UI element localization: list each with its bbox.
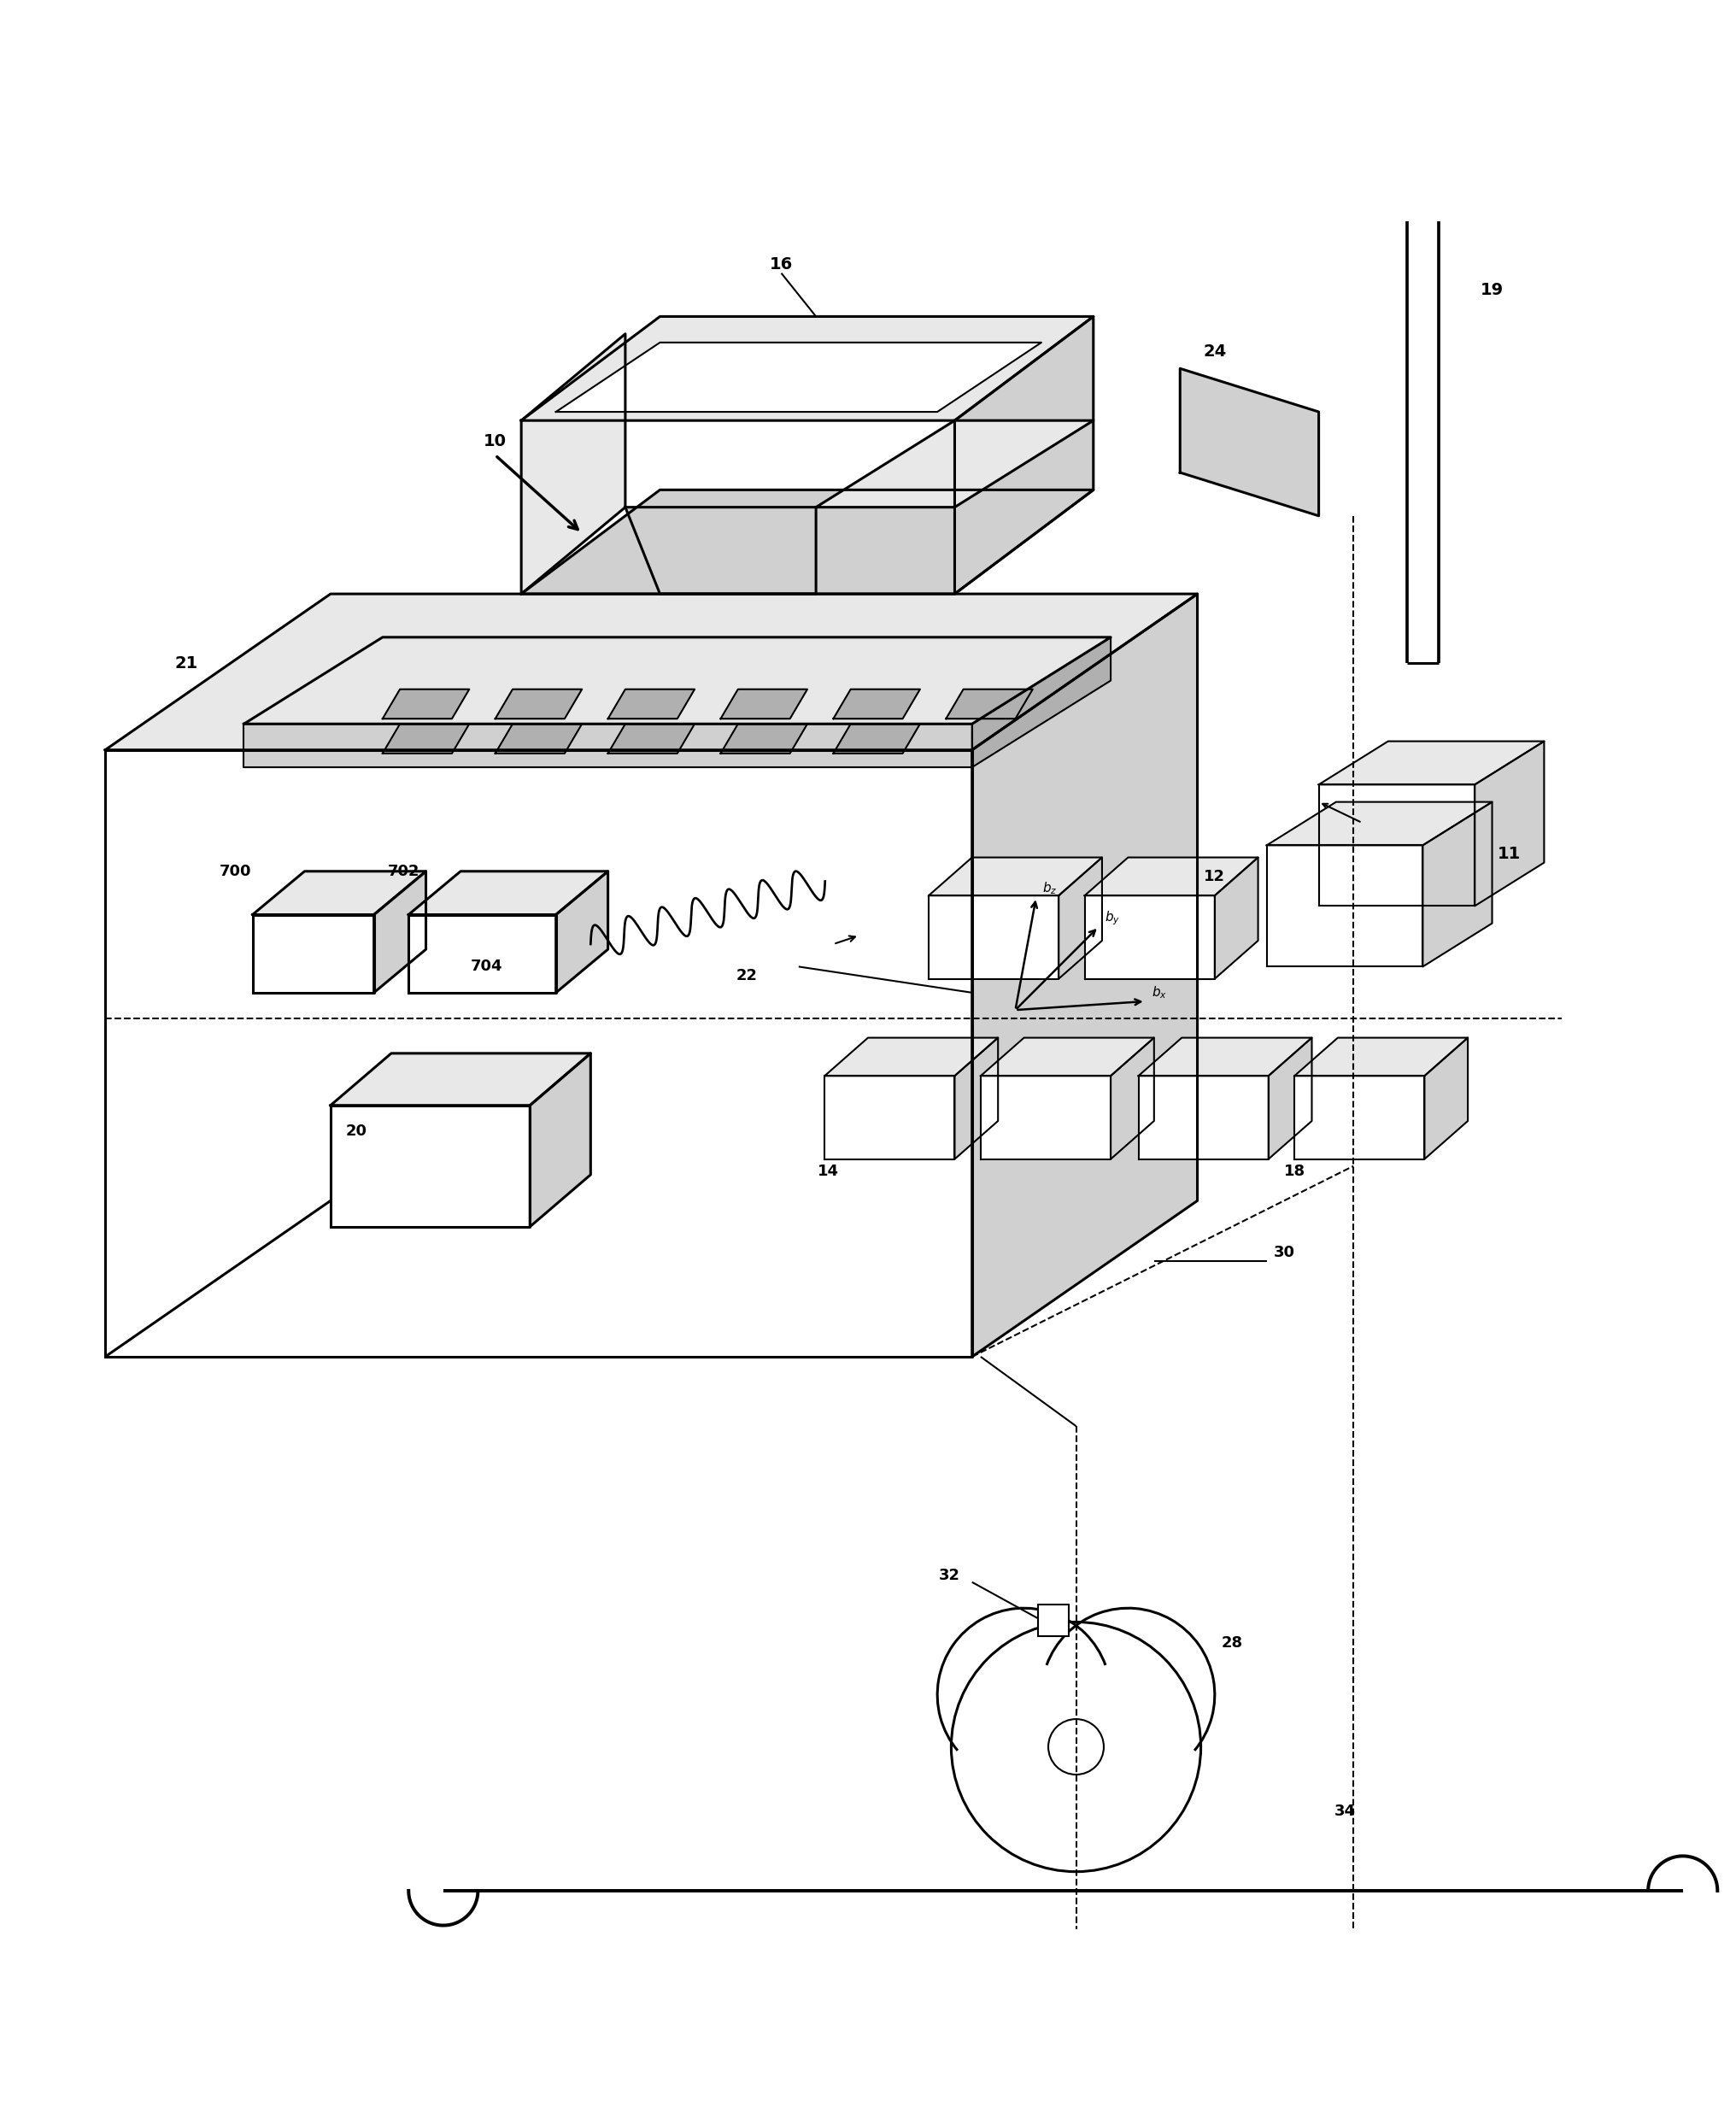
Polygon shape xyxy=(1085,858,1259,896)
Text: 704: 704 xyxy=(470,958,503,975)
Text: $b_y$: $b_y$ xyxy=(1104,909,1120,926)
Text: 702: 702 xyxy=(387,864,420,879)
Polygon shape xyxy=(1111,1039,1154,1160)
Polygon shape xyxy=(556,342,1042,412)
Polygon shape xyxy=(243,724,972,767)
Text: 10: 10 xyxy=(484,433,507,450)
Polygon shape xyxy=(1215,858,1259,979)
Polygon shape xyxy=(825,1077,955,1160)
Polygon shape xyxy=(720,724,807,754)
Polygon shape xyxy=(382,690,469,718)
Polygon shape xyxy=(720,690,807,718)
Polygon shape xyxy=(1180,367,1319,516)
Text: 22: 22 xyxy=(736,969,757,983)
Polygon shape xyxy=(106,595,1198,750)
Polygon shape xyxy=(521,491,1094,595)
Polygon shape xyxy=(408,915,556,992)
Polygon shape xyxy=(825,1039,998,1077)
Polygon shape xyxy=(243,637,1111,724)
Text: 19: 19 xyxy=(1481,282,1503,299)
Polygon shape xyxy=(1139,1077,1269,1160)
Polygon shape xyxy=(816,421,1094,508)
Polygon shape xyxy=(1319,784,1476,907)
Polygon shape xyxy=(929,858,1102,896)
Polygon shape xyxy=(1425,1039,1469,1160)
Text: $b_x$: $b_x$ xyxy=(1151,986,1167,1000)
Polygon shape xyxy=(252,871,425,915)
Polygon shape xyxy=(972,637,1111,767)
Text: 11: 11 xyxy=(1498,845,1521,862)
Text: 12: 12 xyxy=(1205,869,1226,884)
Text: 14: 14 xyxy=(818,1164,838,1179)
Bar xyxy=(1038,1604,1069,1635)
Polygon shape xyxy=(955,316,1094,595)
Text: 20: 20 xyxy=(345,1124,368,1138)
Polygon shape xyxy=(330,1054,590,1104)
Text: 30: 30 xyxy=(1274,1245,1295,1260)
Polygon shape xyxy=(1319,741,1543,784)
Text: 32: 32 xyxy=(939,1568,960,1582)
Polygon shape xyxy=(833,690,920,718)
Text: 16: 16 xyxy=(769,257,793,272)
Polygon shape xyxy=(408,871,608,915)
Polygon shape xyxy=(1267,803,1493,845)
Polygon shape xyxy=(529,1054,590,1228)
Polygon shape xyxy=(981,1077,1111,1160)
Polygon shape xyxy=(625,508,816,595)
Polygon shape xyxy=(1424,803,1493,966)
Text: 700: 700 xyxy=(219,864,252,879)
Text: 34: 34 xyxy=(1333,1803,1356,1818)
Polygon shape xyxy=(1085,896,1215,979)
Text: $b_z$: $b_z$ xyxy=(1043,881,1057,896)
Polygon shape xyxy=(1295,1039,1469,1077)
Text: 18: 18 xyxy=(1283,1164,1305,1179)
Polygon shape xyxy=(608,690,694,718)
Polygon shape xyxy=(955,1039,998,1160)
Polygon shape xyxy=(1295,1077,1425,1160)
Polygon shape xyxy=(556,871,608,992)
Text: 24: 24 xyxy=(1203,344,1226,359)
Polygon shape xyxy=(1476,741,1543,907)
Polygon shape xyxy=(1269,1039,1312,1160)
Polygon shape xyxy=(382,724,469,754)
Polygon shape xyxy=(929,896,1059,979)
Polygon shape xyxy=(1059,858,1102,979)
Text: 21: 21 xyxy=(175,654,198,671)
Polygon shape xyxy=(972,595,1198,1357)
Polygon shape xyxy=(495,690,582,718)
Polygon shape xyxy=(608,724,694,754)
Polygon shape xyxy=(330,1104,529,1228)
Polygon shape xyxy=(495,724,582,754)
Polygon shape xyxy=(1139,1039,1312,1077)
Polygon shape xyxy=(946,690,1033,718)
Polygon shape xyxy=(106,750,972,1357)
Polygon shape xyxy=(521,316,1094,421)
Polygon shape xyxy=(981,1039,1154,1077)
Polygon shape xyxy=(1267,845,1424,966)
Polygon shape xyxy=(521,333,625,595)
Polygon shape xyxy=(252,915,373,992)
Text: 28: 28 xyxy=(1222,1635,1243,1650)
Polygon shape xyxy=(833,724,920,754)
Polygon shape xyxy=(373,871,425,992)
